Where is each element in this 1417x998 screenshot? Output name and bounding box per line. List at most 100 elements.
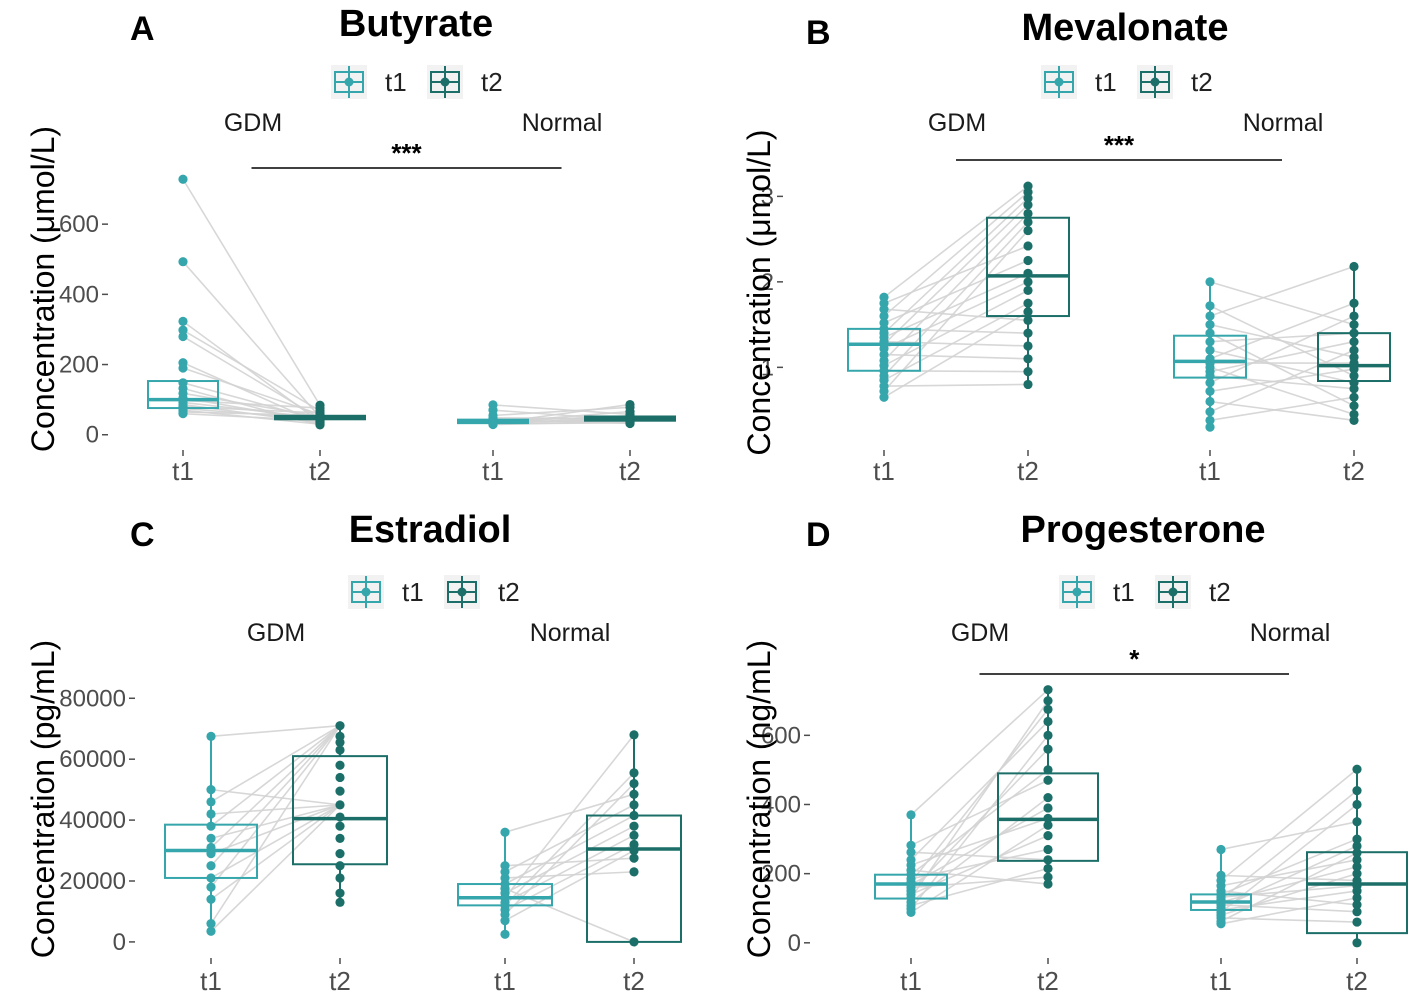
box-normal-t1 [1190,844,1252,929]
data-point [1043,730,1053,740]
data-point [206,919,216,929]
pair-line [210,725,341,925]
data-point [1043,716,1053,727]
panel-letter: B [806,14,831,52]
pair-line [883,281,1029,350]
data-point [1216,919,1226,929]
data-point [1043,855,1053,865]
data-point [1352,869,1362,879]
data-point [335,745,345,755]
pair-line [1209,302,1355,360]
legend-dot-icon [440,77,450,87]
data-point [629,853,639,863]
data-point [1023,328,1033,338]
data-point [879,392,889,402]
data-point [1349,415,1359,425]
pair-line [504,849,635,922]
data-point [1205,328,1215,338]
data-point [1352,855,1362,865]
y-tick-label: 0 [113,929,126,956]
significance-label: *** [391,138,422,168]
legend-label: t1 [1113,577,1135,607]
x-tick-label: t1 [482,456,504,486]
legend-key-t2 [1137,65,1173,99]
data-point [1205,378,1215,388]
pair-line [883,289,1029,367]
data-point [1043,696,1053,706]
legend-key-t1 [1041,65,1077,99]
data-point [1205,371,1215,381]
data-point [906,907,916,917]
data-point [1352,893,1362,903]
data-point [1205,386,1215,396]
pair-line [910,700,1049,899]
panel-letter: D [806,516,831,554]
data-point [879,311,889,321]
data-point [206,894,216,904]
data-point [1349,337,1359,347]
pair-line [1209,349,1355,413]
legend-dot-icon [1072,587,1082,597]
data-point [1023,354,1033,364]
pair-line [883,212,1029,362]
legend-key-t2 [427,65,463,99]
data-point [335,848,345,859]
legend-dot-icon [1054,77,1064,87]
x-tick-label: t2 [1346,966,1368,996]
box-normal-t1 [457,827,553,939]
pair-line [504,782,635,916]
legend-label: t2 [1191,67,1213,97]
box-gdm-t1 [847,292,921,402]
box-normal-t2 [1317,261,1391,425]
data-point [1043,872,1053,882]
legend-label: t2 [481,67,503,97]
data-point [335,800,345,810]
data-point [1352,764,1362,774]
data-point [1043,704,1053,714]
pair-line [1209,265,1355,317]
panel-title: Butyrate [339,3,493,45]
box-gdm-t1 [164,731,258,936]
pair-line [883,204,1029,345]
data-point [335,812,345,822]
data-point [1349,345,1359,355]
data-point [1023,241,1033,251]
pair-line [1220,874,1358,882]
data-point [1023,285,1033,296]
data-point [206,797,216,807]
pair-line [1209,323,1355,358]
box-normal-t1 [457,400,529,430]
x-tick-label: t1 [172,456,194,486]
data-point [335,721,345,731]
pair-line [210,804,341,840]
data-point [1349,392,1359,402]
data-point [629,800,639,810]
box-gdm-t1 [874,810,948,917]
data-point [335,772,345,783]
pair-line [1209,400,1355,422]
data-point [1023,277,1033,287]
legend-dot-icon [361,587,371,597]
data-point [906,810,916,820]
data-point [206,861,216,871]
pair-line [1220,768,1358,882]
pair-line [210,724,341,803]
data-point [206,882,216,892]
x-tick-label: t2 [309,456,331,486]
pair-line [1209,281,1355,326]
pair-line [1220,903,1358,913]
x-tick-label: t1 [1199,456,1221,486]
pair-line [210,804,341,855]
pair-line [182,329,321,412]
x-tick-label: t1 [200,966,222,996]
pair-line [210,724,341,738]
data-point [625,418,635,429]
box-normal-t1 [1173,277,1247,432]
data-point [906,840,916,850]
box-gdm-t2 [986,181,1070,390]
data-point [1205,319,1215,330]
data-point [1352,900,1362,910]
data-point [1349,298,1359,308]
x-tick-label: t2 [1037,966,1059,996]
